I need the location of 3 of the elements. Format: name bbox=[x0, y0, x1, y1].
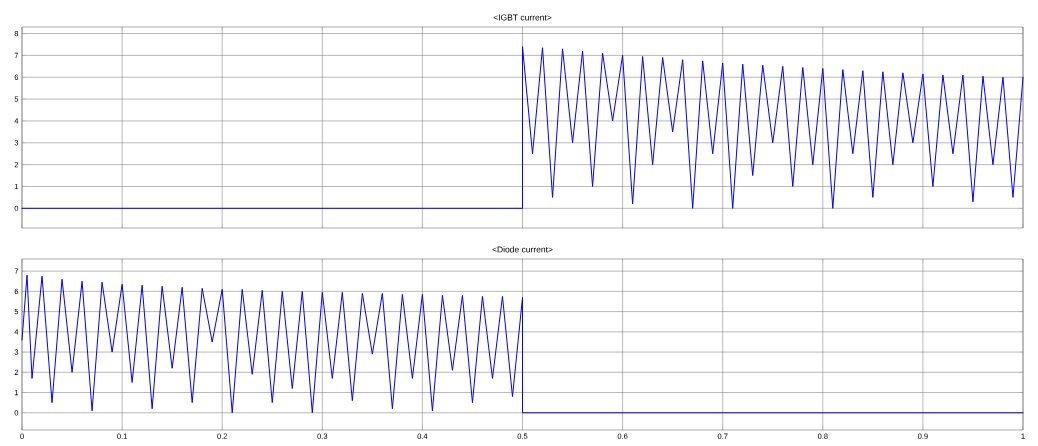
chart-title: <Diode current> bbox=[492, 246, 553, 253]
chart-title: <IGBT current> bbox=[493, 14, 552, 21]
line-series bbox=[21, 46, 1024, 209]
